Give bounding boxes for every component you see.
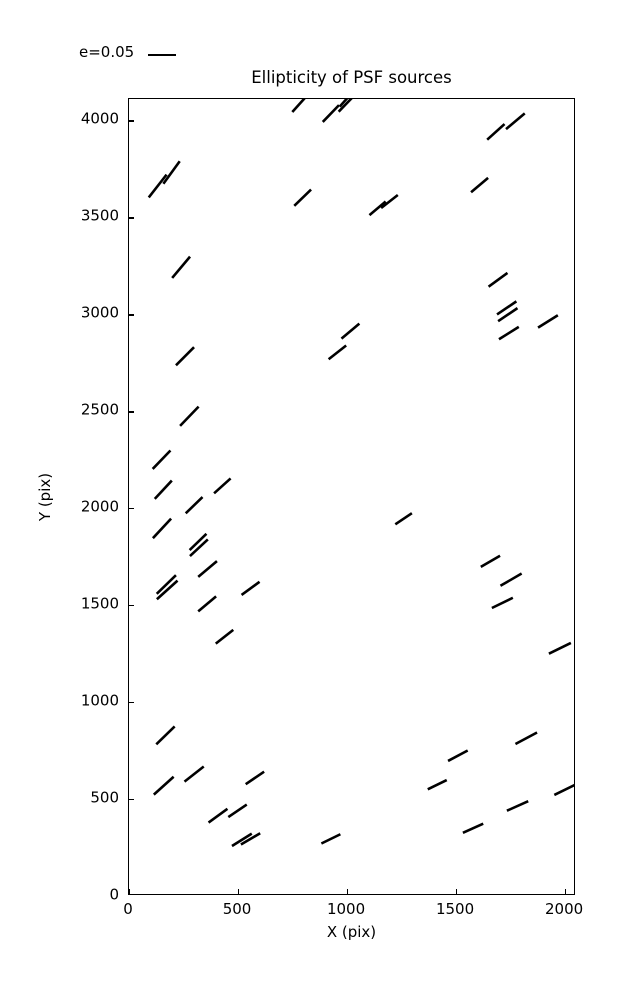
x-tick-mark bbox=[456, 889, 458, 894]
x-tick-label: 500 bbox=[222, 900, 252, 918]
y-tick-mark bbox=[129, 799, 134, 801]
whisker-segment bbox=[320, 833, 341, 845]
y-tick-label: 3500 bbox=[80, 206, 119, 225]
y-tick-mark bbox=[129, 508, 134, 510]
whisker-segment bbox=[291, 99, 306, 113]
whisker-segment bbox=[151, 449, 172, 470]
whisker-segment bbox=[427, 778, 448, 791]
x-tick-label: 1500 bbox=[435, 900, 475, 918]
x-tick-label: 1000 bbox=[326, 900, 366, 918]
y-tick-mark bbox=[129, 120, 134, 122]
whisker-segment bbox=[394, 512, 413, 526]
y-tick-label: 4000 bbox=[80, 109, 119, 128]
x-axis-label: X (pix) bbox=[326, 923, 377, 941]
y-tick-label: 0 bbox=[109, 885, 119, 904]
whisker-segment bbox=[293, 188, 312, 207]
whisker-segment bbox=[491, 596, 514, 610]
whisker-segment bbox=[207, 807, 229, 824]
whisker-segment bbox=[486, 123, 506, 141]
x-tick-label: 0 bbox=[123, 900, 133, 918]
whisker-segment bbox=[321, 104, 340, 123]
whisker-segment bbox=[553, 783, 574, 797]
whisker-segment bbox=[171, 255, 192, 279]
whisker-segment bbox=[537, 314, 559, 329]
whisker-segment bbox=[197, 595, 217, 613]
whisker-segment bbox=[179, 405, 200, 427]
x-tick-mark bbox=[347, 889, 349, 894]
whisker-segment bbox=[470, 176, 489, 194]
whisker-segment bbox=[499, 572, 523, 587]
whisker-segment bbox=[240, 832, 261, 846]
whisker-segment bbox=[244, 770, 265, 786]
whisker-segment bbox=[548, 641, 572, 655]
whisker-segment bbox=[327, 344, 347, 361]
x-tick-mark bbox=[129, 889, 131, 894]
whisker-segment bbox=[340, 322, 361, 340]
y-tick-label: 2000 bbox=[80, 497, 119, 516]
y-tick-label: 3000 bbox=[80, 303, 119, 322]
whisker-segment bbox=[183, 765, 205, 783]
y-tick-mark bbox=[129, 314, 134, 316]
whisker-segment bbox=[151, 517, 173, 540]
whisker-segment bbox=[506, 800, 529, 812]
whisker-segment bbox=[175, 346, 195, 367]
whisker-segment bbox=[162, 160, 181, 185]
whisker-segment bbox=[338, 99, 349, 108]
whisker-segment bbox=[380, 193, 399, 210]
legend-reference-line-icon bbox=[148, 54, 176, 57]
whisker-segment bbox=[231, 832, 253, 848]
y-tick-mark bbox=[129, 411, 134, 413]
whisker-segment bbox=[505, 112, 526, 131]
y-tick-label: 500 bbox=[90, 788, 119, 807]
whisker-segment bbox=[462, 822, 484, 834]
x-tick-mark bbox=[565, 889, 567, 894]
whisker-segment bbox=[147, 173, 168, 199]
whisker-segment bbox=[214, 628, 235, 645]
whisker-segment bbox=[496, 300, 518, 316]
y-tick-mark bbox=[129, 702, 134, 704]
legend-label: e=0.05 bbox=[79, 43, 135, 61]
whisker-segment bbox=[337, 99, 353, 113]
page-title: Ellipticity of PSF sources bbox=[251, 68, 452, 87]
whisker-plot-canvas bbox=[147, 99, 574, 848]
whisker-segment bbox=[155, 574, 177, 595]
whisker-segment bbox=[497, 307, 519, 323]
whisker-segment bbox=[240, 580, 261, 596]
whisker-segment bbox=[368, 200, 387, 217]
whisker-segment bbox=[498, 325, 520, 341]
whisker-segment bbox=[197, 560, 218, 578]
y-tick-mark bbox=[129, 217, 134, 219]
whisker-segment bbox=[227, 803, 248, 819]
whisker-segment bbox=[152, 775, 175, 796]
whisker-segment bbox=[514, 731, 538, 746]
y-tick-mark bbox=[129, 605, 134, 607]
plot-axes bbox=[128, 98, 575, 895]
whisker-segment bbox=[487, 271, 509, 288]
x-tick-label: 2000 bbox=[545, 900, 584, 918]
y-tick-label: 2500 bbox=[80, 400, 119, 419]
x-tick-mark bbox=[238, 889, 240, 894]
whisker-segment bbox=[188, 532, 208, 552]
whisker-segment bbox=[213, 477, 232, 495]
whisker-segment bbox=[184, 496, 204, 515]
whisker-segment bbox=[447, 749, 469, 763]
whisker-segment bbox=[153, 479, 173, 500]
whisker-segment bbox=[155, 725, 176, 746]
whisker-segment bbox=[156, 579, 179, 601]
y-tick-label: 1000 bbox=[80, 691, 119, 710]
whisker-segment bbox=[480, 554, 501, 568]
whisker-segment bbox=[189, 538, 209, 558]
y-tick-label: 1500 bbox=[80, 594, 119, 613]
